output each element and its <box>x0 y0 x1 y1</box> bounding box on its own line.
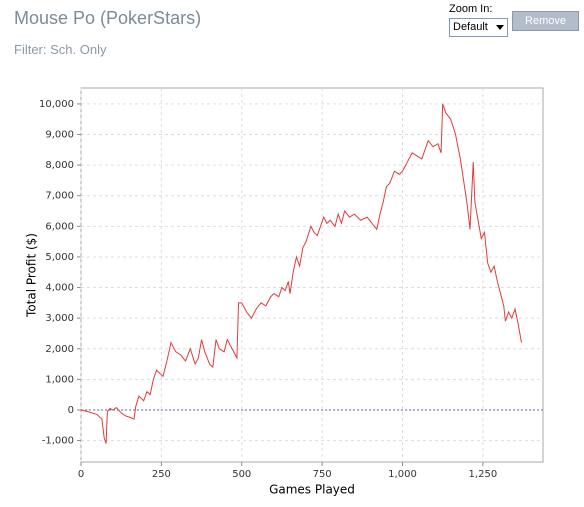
zoom-select[interactable]: Default <box>449 18 508 37</box>
y-tick-label: 4,000 <box>45 283 74 294</box>
y-tick-label: 7,000 <box>45 191 74 202</box>
y-tick-label: 5,000 <box>45 252 74 263</box>
profit-line <box>80 103 522 444</box>
x-tick-label: 250 <box>152 469 171 480</box>
remove-button[interactable]: Remove <box>512 11 579 31</box>
dropdown-arrow <box>496 25 504 30</box>
y-tick-label: 10,000 <box>39 99 74 110</box>
x-axis-label: Games Played <box>269 483 355 497</box>
y-tick-label: 3,000 <box>45 313 74 324</box>
plot-area <box>80 87 544 463</box>
x-tick-label: 750 <box>313 469 332 480</box>
x-tick-label: 1,000 <box>388 469 417 480</box>
zoom-label: Zoom In: <box>449 3 493 15</box>
y-axis-label: Total Profit ($) <box>25 233 39 318</box>
x-tick-label: 1,250 <box>469 469 498 480</box>
y-tick-label: 0 <box>68 405 74 416</box>
y-tick-label: 1,000 <box>45 374 74 385</box>
x-tick-label: 0 <box>78 469 84 480</box>
y-tick-label: -1,000 <box>42 436 74 447</box>
y-tick-label: 8,000 <box>45 160 74 171</box>
y-tick-label: 6,000 <box>45 221 74 232</box>
chart-subtitle: Filter: Sch. Only <box>14 42 107 57</box>
zoom-value: Default <box>453 21 488 33</box>
chart-title: Mouse Po (PokerStars) <box>14 8 202 28</box>
y-tick-label: 9,000 <box>45 130 74 141</box>
x-tick-label: 500 <box>232 469 251 480</box>
y-tick-label: 2,000 <box>45 344 74 355</box>
